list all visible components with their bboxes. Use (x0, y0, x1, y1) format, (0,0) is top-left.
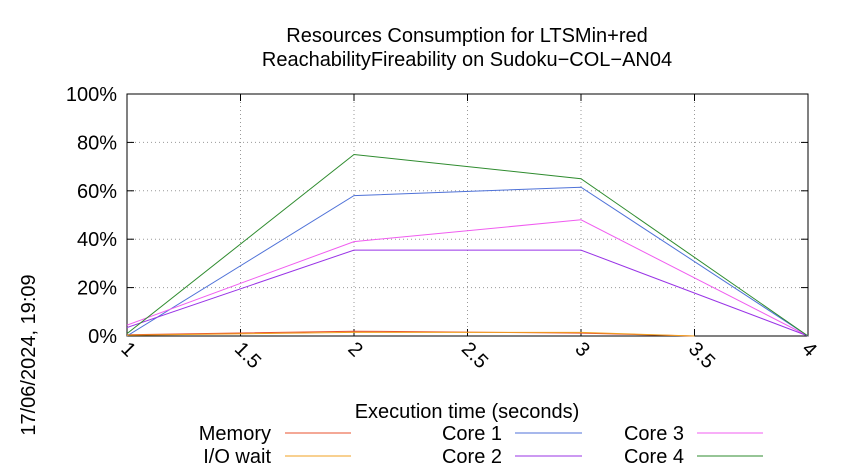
legend-label-core-3: Core 3 (624, 423, 684, 445)
y-axis: 0% 20% 40% 60% 80% 100% (66, 84, 808, 348)
series-line-core-3 (126, 219, 809, 337)
chart-title-line2: ReachabilityFireability on Sudoku−COL−AN… (262, 49, 672, 71)
legend-label-core-1: Core 1 (442, 423, 502, 445)
series-line-core-2 (126, 249, 809, 337)
y-tick-label: 20% (77, 278, 117, 300)
x-tick-label: 1.5 (230, 338, 265, 373)
x-tick-label: 2.5 (457, 338, 492, 373)
series-lines (126, 153, 809, 337)
x-tick-label: 4 (797, 338, 820, 361)
timestamp-label: 17/06/2024, 19:09 (18, 274, 40, 435)
y-tick-label: 40% (77, 229, 117, 251)
chart-title-line1: Resources Consumption for LTSMin+red (286, 25, 647, 47)
x-tick-label: 3 (570, 338, 593, 361)
grid (127, 94, 808, 336)
y-tick-label: 100% (66, 84, 117, 106)
x-axis: 1 1.5 2 2.5 3 3.5 4 (116, 94, 821, 373)
y-tick-label: 80% (77, 132, 117, 154)
legend-label-core-2: Core 2 (442, 446, 502, 468)
x-axis-label: Execution time (seconds) (355, 401, 580, 423)
legend-label-i-o-wait: I/O wait (203, 446, 271, 468)
series-line-i-o-wait (126, 331, 695, 337)
y-tick-label: 60% (77, 181, 117, 203)
legend-label-core-4: Core 4 (624, 446, 684, 468)
y-tick-label: 0% (88, 326, 117, 348)
x-tick-label: 3.5 (684, 338, 719, 373)
x-tick-label: 2 (343, 338, 366, 361)
legend-label-memory: Memory (199, 423, 271, 445)
series-line-core-4 (126, 153, 809, 337)
series-line-core-1 (126, 186, 809, 337)
x-tick-label: 1 (116, 338, 139, 361)
